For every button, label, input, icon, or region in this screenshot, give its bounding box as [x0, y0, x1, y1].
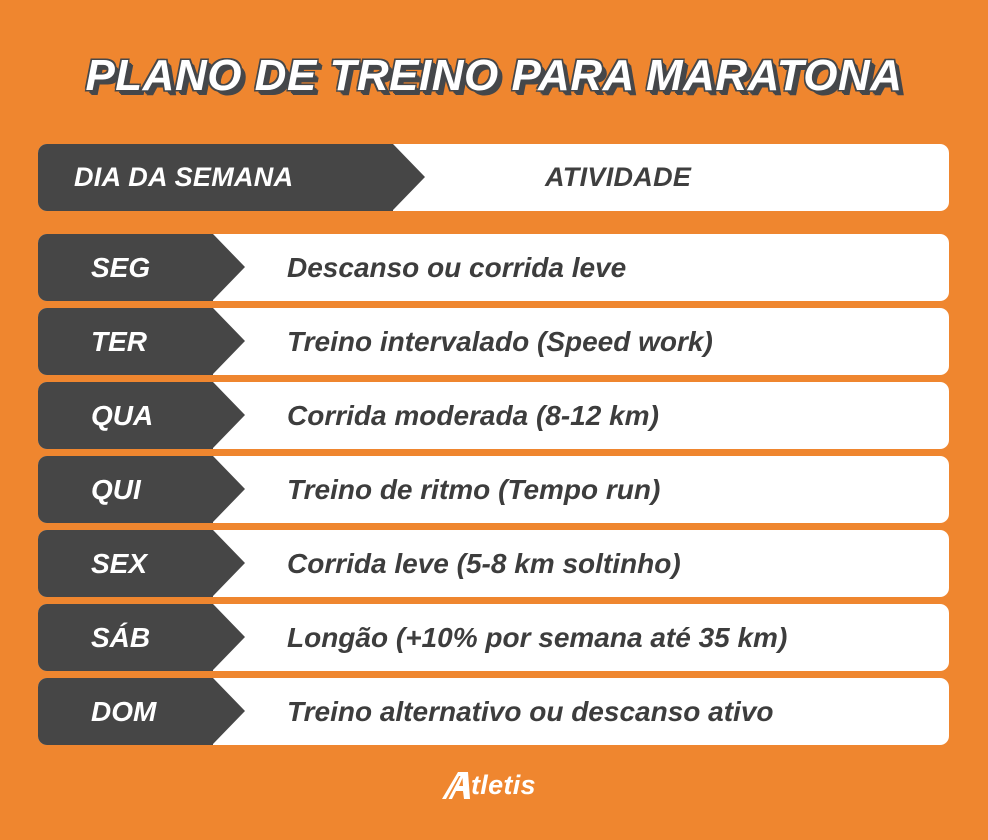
table-row: TER Treino intervalado (Speed work)	[38, 308, 949, 375]
activity-label: Corrida moderada (8-12 km)	[287, 400, 659, 431]
activity-label: Treino alternativo ou descanso ativo	[287, 696, 774, 727]
table-row: DOM Treino alternativo ou descanso ativo	[38, 678, 949, 745]
day-cell	[38, 456, 213, 523]
day-label: SEG	[91, 252, 151, 283]
table-row: SEG Descanso ou corrida leve	[38, 234, 949, 301]
row-arrow-shape	[213, 308, 245, 374]
day-cell	[38, 308, 213, 375]
row-arrow-shape	[213, 530, 245, 596]
day-label: TER	[91, 326, 147, 357]
row-arrow-shape	[213, 456, 245, 522]
table-row: SEX Corrida leve (5-8 km soltinho)	[38, 530, 949, 597]
logo-text: tletis	[471, 769, 536, 800]
header-day-cell	[38, 144, 393, 211]
day-label: SÁB	[91, 622, 151, 653]
table-header: DIA DA SEMANA ATIVIDADE	[38, 144, 949, 211]
activity-label: Treino de ritmo (Tempo run)	[287, 474, 661, 505]
table-row: QUI Treino de ritmo (Tempo run)	[38, 456, 949, 523]
brand-logo: tletis	[440, 768, 536, 802]
day-cell	[38, 382, 213, 449]
activity-label: Treino intervalado (Speed work)	[287, 326, 713, 357]
day-label: DOM	[91, 696, 157, 727]
road-a-icon	[440, 770, 474, 800]
day-cell	[38, 678, 213, 745]
row-arrow-shape	[213, 678, 245, 744]
page-title: PLANO DE TREINO PARA MARATONA	[85, 51, 903, 100]
activity-label: Corrida leve (5-8 km soltinho)	[287, 548, 681, 579]
day-cell	[38, 530, 213, 597]
day-label: QUA	[91, 400, 154, 431]
table-row: SÁB Longão (+10% por semana até 35 km)	[38, 604, 949, 671]
day-cell	[38, 234, 213, 301]
day-label: SEX	[91, 548, 148, 579]
day-cell	[38, 604, 213, 671]
activity-label: Descanso ou corrida leve	[287, 252, 627, 283]
row-arrow-shape	[213, 382, 245, 448]
row-arrow-shape	[213, 604, 245, 670]
header-day-label: DIA DA SEMANA	[74, 162, 294, 192]
activity-label: Longão (+10% por semana até 35 km)	[287, 622, 788, 653]
header-activity-label: ATIVIDADE	[545, 162, 692, 192]
header-arrow-shape	[393, 144, 425, 210]
table-row: QUA Corrida moderada (8-12 km)	[38, 382, 949, 449]
day-label: QUI	[91, 474, 141, 505]
row-arrow-shape	[213, 234, 245, 300]
